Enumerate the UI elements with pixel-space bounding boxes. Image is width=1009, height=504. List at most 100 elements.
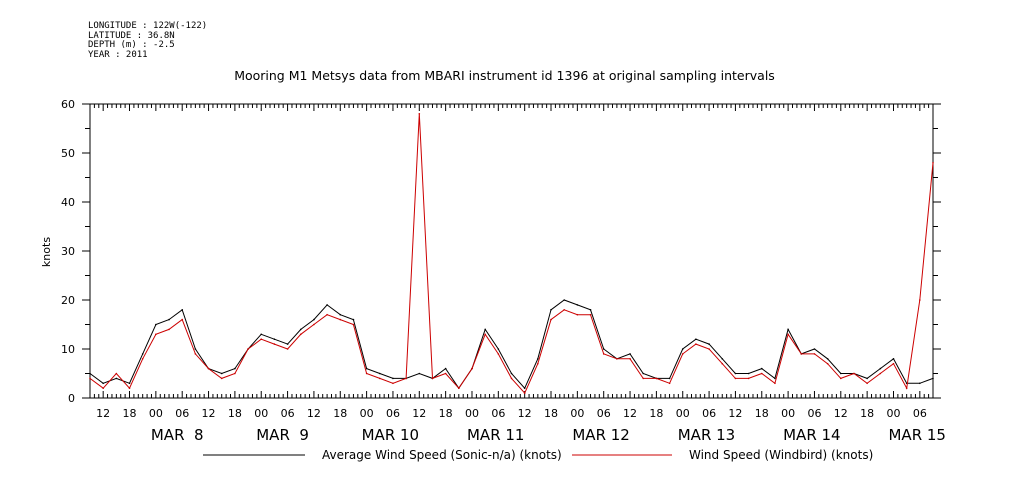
latitude-text: LATITUDE : 36.8N [88,30,175,41]
x-hour-label: 18 [755,407,769,420]
y-tick-label: 20 [61,294,75,307]
data-point [89,372,91,375]
y-tick-label: 10 [61,343,75,356]
data-point [444,367,447,370]
data-point [708,343,710,345]
data-point [220,377,223,380]
data-point [879,367,882,370]
x-day-label: MAR 9 [256,426,309,444]
y-tick-label: 40 [61,196,75,209]
data-point [576,313,579,316]
data-point [141,353,144,355]
data-point [826,358,829,360]
data-point [510,377,513,380]
data-point [589,309,592,311]
x-hour-label: 12 [728,407,742,420]
y-tick-label: 50 [61,147,75,160]
data-point [484,328,486,331]
data-point [787,333,789,336]
data-point [155,333,157,336]
data-point [207,367,210,370]
metadata-block: LONGITUDE : 122W(-122) LATITUDE : 36.8N … [88,21,208,60]
data-point [826,362,829,365]
x-hour-label: 00 [149,407,163,420]
x-hour-label: 00 [254,407,268,420]
x-day-label: MAR 10 [362,426,419,444]
data-point [774,377,776,380]
data-point [537,362,539,365]
data-point [234,372,236,375]
x-hour-label: 18 [123,407,137,420]
data-point [813,353,816,355]
data-point [932,377,934,380]
y-tick-label: 30 [61,245,75,258]
data-point [299,333,302,336]
data-point [128,382,131,385]
data-point [299,328,302,331]
x-hour-label: 18 [649,407,663,420]
x-day-label: MAR 13 [678,426,735,444]
data-point [839,372,842,375]
data-point [181,318,184,321]
x-hour-label: 00 [781,407,795,420]
data-point [655,377,658,380]
data-point [220,372,223,375]
x-hour-label: 12 [307,407,321,420]
longitude-text: LONGITUDE : 122W(-122) [88,21,208,31]
data-point [392,382,394,385]
data-point [734,377,737,380]
data-point [813,348,816,350]
data-point [919,382,921,385]
x-hour-label: 12 [834,407,848,420]
data-point [418,372,421,375]
x-hour-label: 18 [228,407,242,420]
x-hour-label: 18 [439,407,453,420]
legend-label: Wind Speed (Windbird) (knots) [689,448,873,462]
data-point [642,372,645,375]
x-hour-label: 00 [570,407,584,420]
data-point [695,343,697,345]
y-axis-label: knots [40,237,53,267]
data-point [523,392,526,394]
data-point [629,358,631,360]
x-hour-label: 06 [491,407,505,420]
x-hour-label: 12 [623,407,637,420]
data-point [642,377,645,380]
data-point [313,318,315,321]
x-hour-label: 06 [386,407,400,420]
x-hour-label: 00 [676,407,690,420]
data-point [339,313,342,316]
data-point [839,377,842,380]
legend-label: Average Wind Speed (Sonic-n/a) (knots) [322,448,562,462]
data-point [905,387,908,390]
data-point [668,377,671,380]
data-point [194,353,197,355]
data-point [155,323,157,326]
y-tick-label: 60 [61,98,75,111]
data-point [378,372,381,375]
data-point [168,328,170,331]
data-point [115,377,118,380]
x-hour-label: 12 [518,407,532,420]
data-point [602,348,605,350]
data-point [286,343,289,345]
data-point [444,372,447,375]
data-point [668,382,671,385]
x-day-label: MAR 14 [783,426,840,444]
data-point [497,348,500,350]
data-point [919,299,921,301]
x-hour-label: 06 [702,407,716,420]
x-hour-label: 06 [597,407,611,420]
x-hour-label: 12 [202,407,216,420]
data-point [365,372,368,375]
data-point [760,372,763,375]
depth-text: DEPTH (m) : -2.5 [88,40,175,50]
data-point [550,318,552,321]
data-point [892,358,895,360]
legend: Average Wind Speed (Sonic-n/a) (knots) Wi… [203,448,873,462]
x-hour-label: 00 [886,407,900,420]
data-point [89,377,91,380]
data-point [734,372,737,375]
data-point [326,304,328,306]
